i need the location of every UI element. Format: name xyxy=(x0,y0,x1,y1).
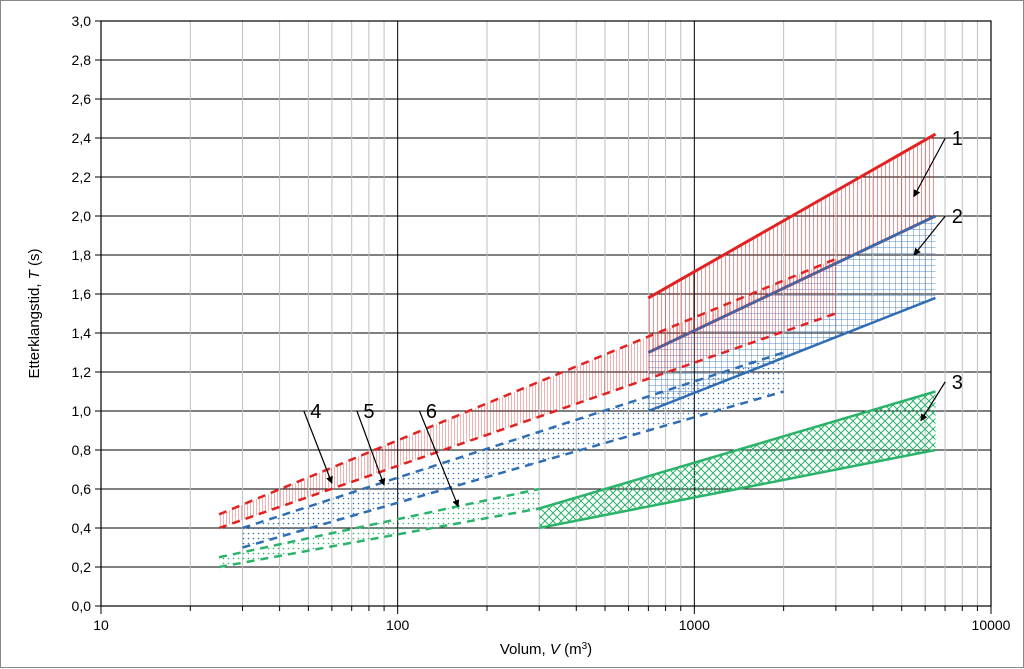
y-axis-title: Etterklangstid, T (s) xyxy=(26,248,43,378)
y-tick-label: 1,8 xyxy=(72,247,92,263)
region-label-green_dash: 6 xyxy=(426,401,437,423)
x-tick-label: 1000 xyxy=(679,617,710,633)
chart-svg: 0,0 0,2 0,4 0,6 0,8 1,0 1,2 1,4 1,6 1,8 2,0 2,2 2,4 2… xyxy=(1,1,1024,669)
y-tick-label: 0,6 xyxy=(72,481,92,497)
y-tick-label: 0,4 xyxy=(72,520,92,536)
region-label-green_solid: 3 xyxy=(952,372,963,394)
y-tick-label: 1,4 xyxy=(72,325,92,341)
y-tick-label: 2,4 xyxy=(72,130,92,146)
y-tick-label: 1,2 xyxy=(72,364,92,380)
y-tick-label: 0,2 xyxy=(72,559,92,575)
region-label-blue_dash: 5 xyxy=(363,401,374,423)
x-axis-title: Volum, V (m3) xyxy=(500,641,592,659)
y-tick-label: 2,2 xyxy=(72,169,92,185)
y-tick-label: 2,0 xyxy=(72,208,92,224)
y-tick-label: 2,6 xyxy=(72,91,92,107)
region-label-red_solid: 1 xyxy=(952,128,963,150)
region-label-blue_solid: 2 xyxy=(952,206,963,228)
y-tick-label: 2,8 xyxy=(72,52,92,68)
region-label-red_dash: 4 xyxy=(310,401,321,423)
y-tick-label: 1,6 xyxy=(72,286,92,302)
y-tick-label: 3,0 xyxy=(72,13,92,29)
y-tick-label: 0,8 xyxy=(72,442,92,458)
x-tick-label: 10000 xyxy=(972,617,1011,633)
chart-container: 0,0 0,2 0,4 0,6 0,8 1,0 1,2 1,4 1,6 1,8 2,0 2,2 2,4 2… xyxy=(0,0,1024,668)
y-tick-label: 1,0 xyxy=(72,403,92,419)
x-tick-label: 100 xyxy=(386,617,410,633)
y-tick-label: 0,0 xyxy=(72,598,92,614)
x-tick-label: 10 xyxy=(93,617,109,633)
